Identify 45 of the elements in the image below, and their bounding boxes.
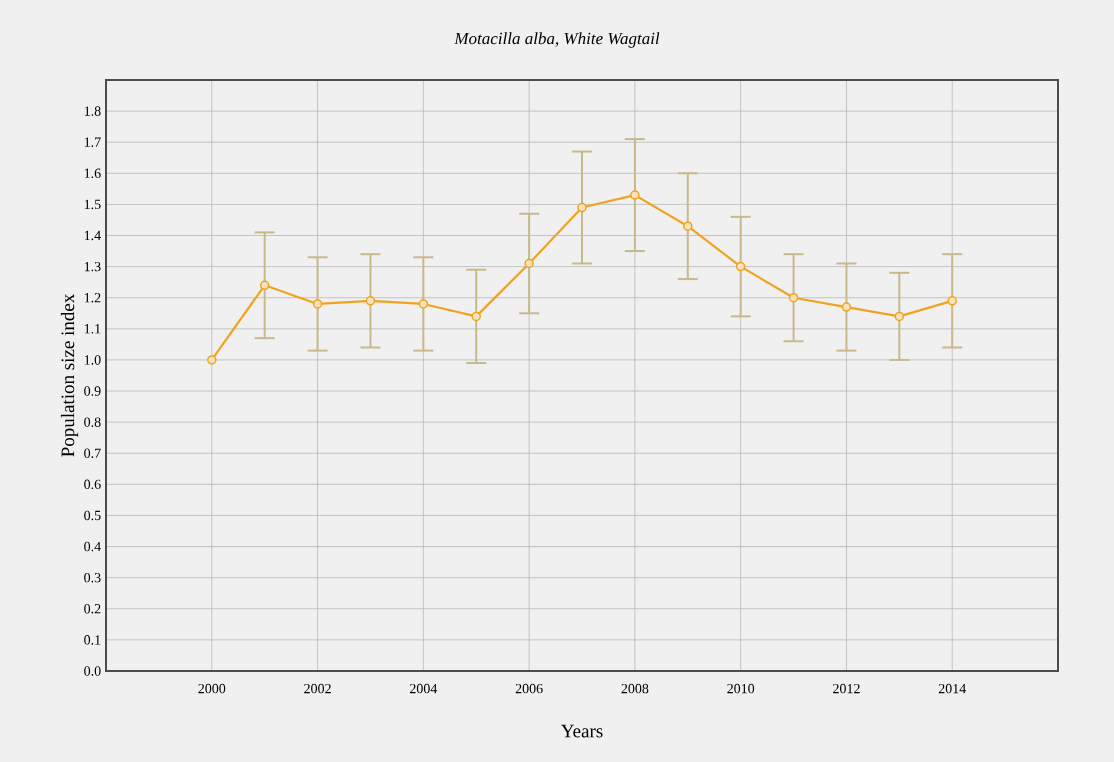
y-tick-label: 0.8	[84, 417, 101, 427]
point	[947, 296, 957, 306]
point	[894, 311, 905, 322]
y-tick-label: 1.7	[84, 137, 101, 147]
x-tick-label: 2014	[938, 683, 967, 694]
x-tick-label: 2012	[833, 683, 860, 694]
point	[630, 190, 640, 200]
chart-title: Motacilla alba, White Wagtail	[454, 32, 660, 48]
x-tick-label: 2000	[198, 683, 226, 694]
y-axis-title: Population size index	[60, 293, 79, 457]
y-tick-label: 0.0	[84, 666, 101, 676]
y-tick-label: 1.8	[84, 106, 101, 116]
y-tick-label: 0.3	[84, 572, 101, 583]
x-tick-label: 2004	[409, 683, 438, 694]
y-tick-label: 1.0	[84, 355, 101, 365]
y-tick-label: 1.4	[84, 230, 101, 241]
point	[207, 355, 217, 365]
y-tick-label: 1.5	[84, 199, 101, 210]
y-tick-label: 1.1	[84, 324, 101, 334]
y-tick-label: 1.2	[84, 292, 101, 303]
y-tick-label: 0.6	[84, 479, 101, 490]
x-tick-label: 2008	[621, 683, 649, 694]
y-tick-label: 0.7	[84, 448, 101, 459]
point	[259, 280, 270, 291]
y-tick-label: 0.1	[84, 635, 101, 645]
point	[312, 299, 323, 309]
y-tick-label: 0.4	[84, 541, 101, 552]
point	[841, 302, 852, 312]
x-tick-label: 2006	[515, 683, 543, 694]
y-tick-label: 0.2	[84, 604, 101, 614]
point	[524, 258, 534, 269]
point	[471, 311, 481, 322]
y-tick-label: 1.6	[84, 168, 101, 179]
point	[683, 221, 693, 231]
x-tick-label: 2010	[727, 683, 755, 694]
point	[418, 299, 429, 309]
point	[577, 202, 587, 213]
point	[735, 261, 746, 272]
y-tick-label: 1.3	[84, 261, 101, 272]
y-tick-label: 0.9	[84, 386, 101, 396]
x-tick-label: 2002	[304, 683, 331, 694]
y-tick-label: 0.5	[84, 510, 101, 521]
x-axis-title: Years	[561, 724, 603, 738]
point	[788, 292, 799, 303]
point	[365, 296, 376, 306]
